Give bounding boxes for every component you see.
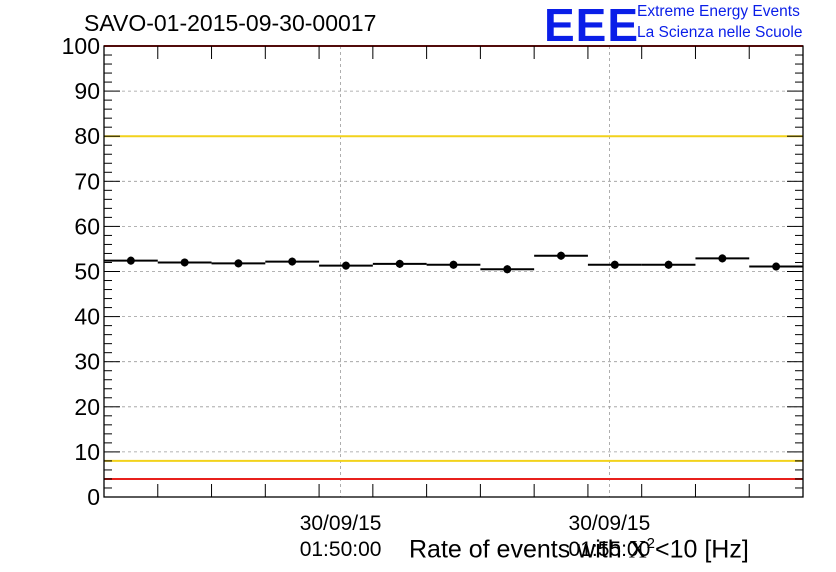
x-axis-title-prefix: Rate of events with [409,535,629,564]
y-tick-label-80: 80 [74,123,100,149]
data-point-6 [449,260,458,269]
tick-labels: 0 10 20 30 40 50 60 70 80 90 100 30/09/15 01:50:00 30… [62,33,651,561]
data-point-10 [664,260,673,269]
data-point-5 [395,259,404,268]
logo-line-extreme-energy-events: Extreme Energy Events [637,3,800,20]
x-axis-title-suffix: <10 [Hz] [654,535,749,564]
y-tick-label-90: 90 [74,78,100,104]
y-tick-label-0: 0 [87,484,100,510]
data-point-11 [718,254,727,263]
data-point-12 [772,262,781,271]
y-tick-label-10: 10 [74,439,100,465]
x-tick-date-0: 30/09/15 [300,512,382,535]
axis-ticks [104,45,803,498]
y-tick-label-40: 40 [74,304,100,330]
y-tick-label-20: 20 [74,394,100,420]
grid-layer [104,46,803,497]
x-tick-date-1: 30/09/15 [569,512,651,535]
chi-exponent: 2 [646,535,655,552]
data-point-9 [610,260,619,269]
y-tick-label-70: 70 [74,168,100,194]
logo-line-scienza-nelle-scuole: La Scienza nelle Scuole [637,24,803,41]
y-tick-label-100: 100 [62,33,100,59]
y-tick-label-60: 60 [74,213,100,239]
data-point-3 [288,257,297,266]
y-tick-label-30: 30 [74,349,100,375]
data-point-8 [557,251,566,260]
y-tick-label-50: 50 [74,259,100,285]
x-tick-time-1: 01:55:00 [569,538,651,561]
chi-symbol: X [628,536,647,564]
eee-logo: EEE [544,0,640,51]
run-title: SAVO-01-2015-09-30-00017 [84,10,377,36]
data-series [104,251,803,274]
data-point-2 [234,259,243,268]
x-tick-time-0: 01:50:00 [300,538,382,561]
data-point-4 [341,261,350,270]
x-axis-title: Rate of events with X2<10 [Hz] [409,535,749,564]
data-point-0 [126,256,135,265]
data-point-7 [503,265,512,274]
data-point-1 [180,258,189,267]
